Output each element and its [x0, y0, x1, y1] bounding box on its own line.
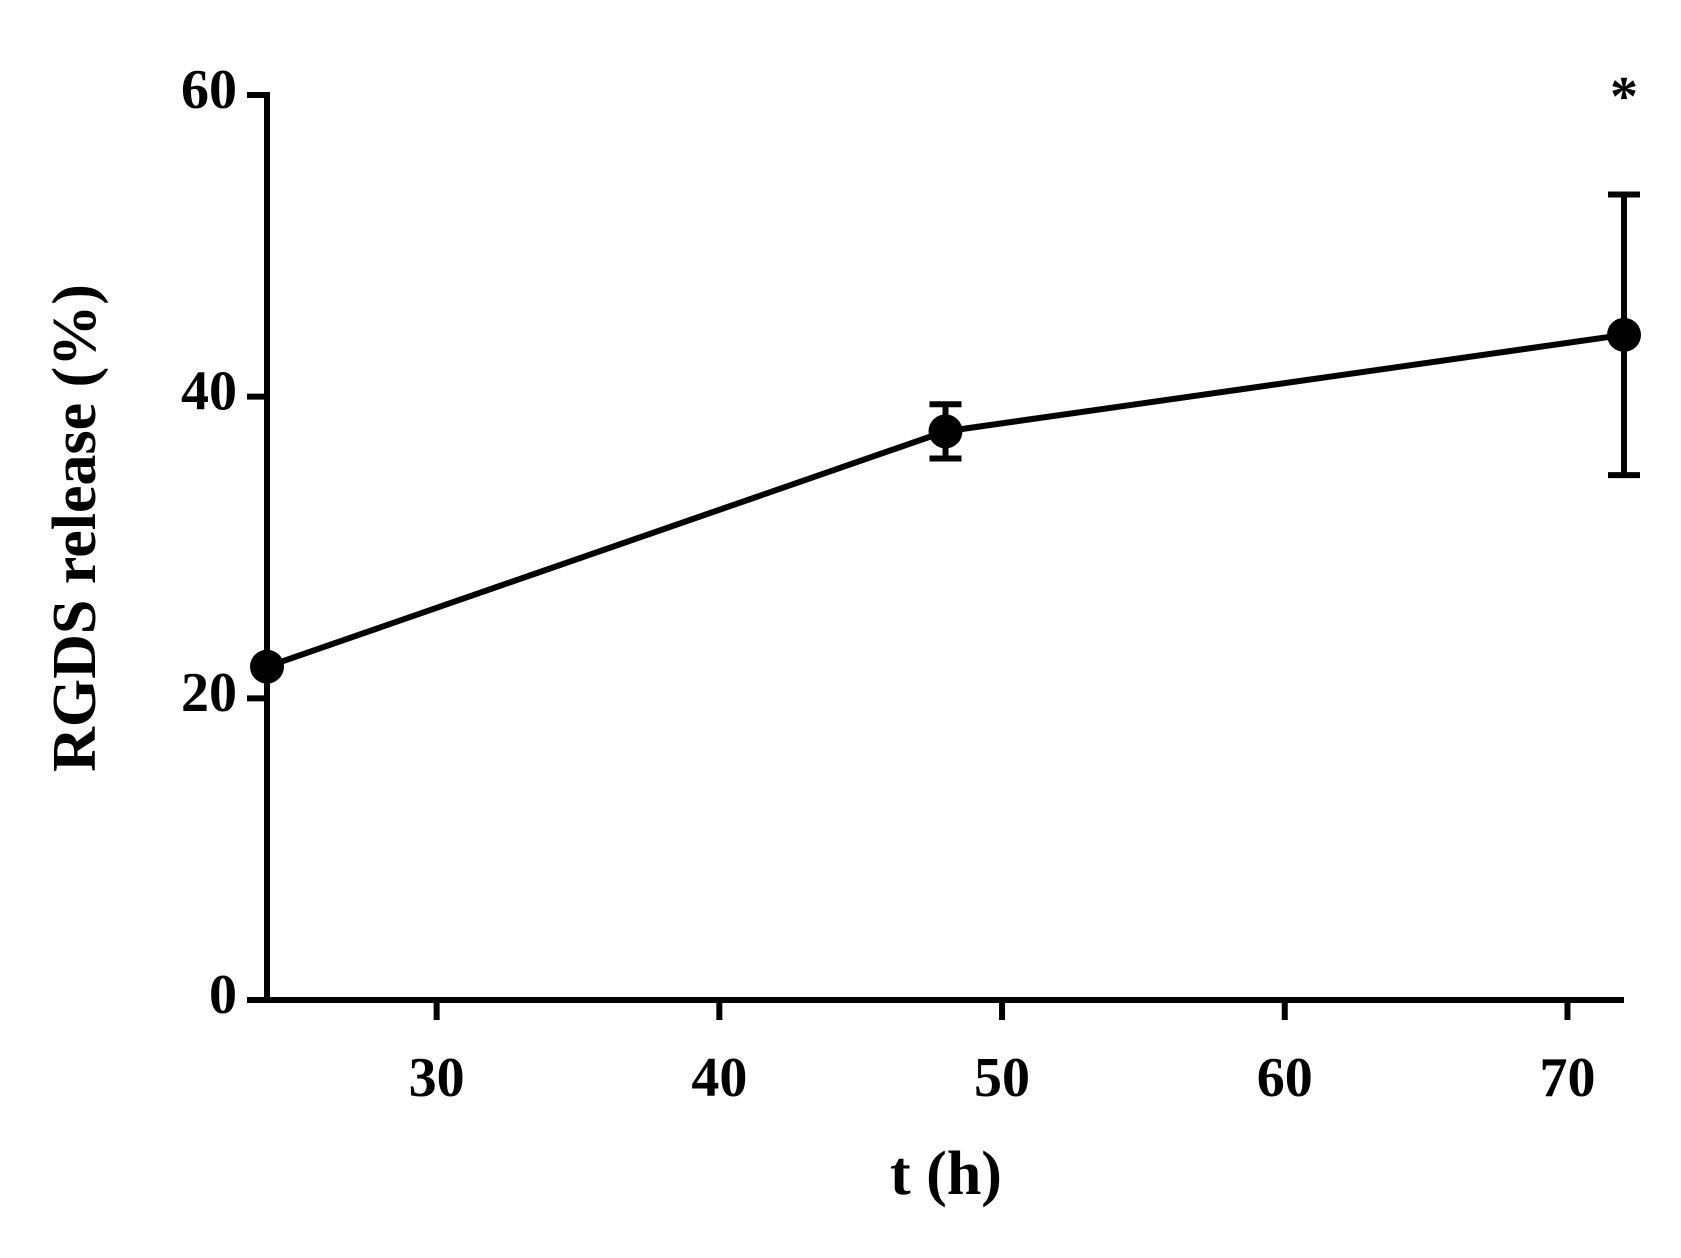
x-tick-label: 50 [974, 1047, 1030, 1109]
x-axis-label: t (h) [890, 1140, 1002, 1208]
y-tick-label: 0 [209, 964, 237, 1026]
data-line [266, 331, 1625, 670]
x-tick-label: 60 [1257, 1047, 1313, 1109]
annotation: * [1610, 66, 1638, 128]
x-tick-label: 70 [1539, 1047, 1595, 1109]
x-tick-label: 30 [409, 1047, 465, 1109]
y-axis-label: RGDS release (%) [41, 284, 109, 772]
y-tick-label: 40 [181, 361, 237, 423]
data-point [1607, 317, 1641, 352]
y-tick-label: 60 [181, 59, 237, 121]
data-point [928, 414, 963, 449]
x-tick-label: 40 [691, 1047, 747, 1109]
data-point [250, 649, 284, 684]
y-tick-label: 20 [181, 662, 237, 724]
